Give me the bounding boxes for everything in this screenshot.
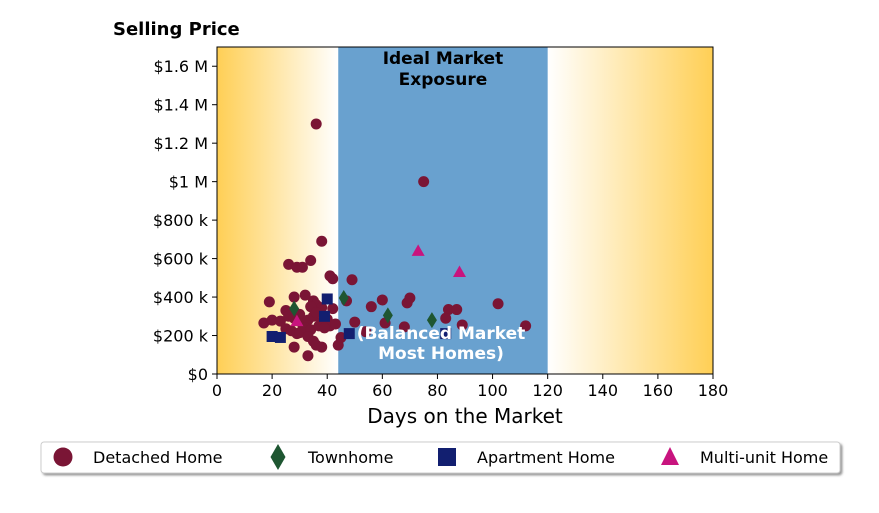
circle-point xyxy=(299,289,311,301)
circle-point xyxy=(398,321,410,333)
x-tick-label: 160 xyxy=(643,381,674,400)
legend-marker xyxy=(438,448,456,466)
triangle-point xyxy=(411,244,425,256)
y-tick-label: $200 k xyxy=(153,327,209,346)
circle-point xyxy=(296,261,308,273)
x-tick-label: 40 xyxy=(317,381,337,400)
circle-point xyxy=(263,296,275,308)
series-detached-home xyxy=(258,118,532,362)
x-axis-label: Days on the Market xyxy=(367,404,563,428)
square-point xyxy=(343,328,355,340)
circle-point xyxy=(258,317,270,329)
diamond-point xyxy=(382,307,393,324)
y-tick-label: $1.6 M xyxy=(153,57,208,76)
square-point xyxy=(274,331,286,343)
circle-point xyxy=(492,298,504,310)
legend-marker xyxy=(661,447,679,465)
circle-point xyxy=(520,320,532,332)
circle-point xyxy=(442,304,454,316)
circle-point xyxy=(418,176,430,188)
circle-point xyxy=(360,326,372,338)
x-tick-label: 100 xyxy=(477,381,508,400)
circle-point xyxy=(310,306,322,318)
series-multi-unit-home xyxy=(290,244,466,327)
circle-point xyxy=(349,316,361,328)
y-tick-label: $1.2 M xyxy=(153,134,208,153)
band-top-label-line: Exposure xyxy=(399,70,488,90)
legend-label: Townhome xyxy=(307,448,393,467)
band-top-label-line: Ideal Market xyxy=(383,49,504,69)
circle-point xyxy=(316,341,328,353)
circle-point xyxy=(327,303,339,315)
square-point xyxy=(266,330,278,342)
circle-point xyxy=(346,274,358,286)
square-point xyxy=(440,328,452,340)
x-tick-label: 180 xyxy=(698,381,729,400)
circle-point xyxy=(283,258,295,270)
circle-point xyxy=(305,255,317,267)
square-point xyxy=(318,310,330,322)
circle-point xyxy=(404,292,416,304)
chart-title: Selling Price xyxy=(113,19,240,40)
legend-marker xyxy=(53,447,73,467)
diamond-point xyxy=(338,290,349,307)
legend-label: Multi-unit Home xyxy=(700,448,828,467)
y-tick-label: $1 M xyxy=(169,173,208,192)
x-tick-label: 20 xyxy=(262,381,282,400)
diamond-point xyxy=(289,300,300,317)
circle-point xyxy=(335,331,347,343)
circle-point xyxy=(456,319,468,331)
circle-point xyxy=(310,118,322,130)
plot-background xyxy=(217,47,713,374)
circle-point xyxy=(451,304,463,316)
circle-point xyxy=(288,341,300,353)
legend: Detached Home Townhome Apartment Home Multi… xyxy=(40,441,841,474)
y-tick-label: $400 k xyxy=(153,288,209,307)
circle-point xyxy=(329,318,341,330)
circle-point xyxy=(266,314,278,326)
circle-point xyxy=(327,273,339,285)
band-bottom-label-line: Most Homes) xyxy=(378,344,504,364)
x-tick-label: 80 xyxy=(427,381,447,400)
y-tick-label: $800 k xyxy=(153,211,209,230)
gradient-right xyxy=(547,47,713,374)
legend-marker xyxy=(270,444,286,470)
circle-point xyxy=(274,315,286,327)
plot-frame xyxy=(216,46,714,375)
x-tick-label: 60 xyxy=(372,381,392,400)
y-tick-label: $600 k xyxy=(153,250,209,269)
y-tick-label: $1.4 M xyxy=(153,96,208,115)
square-point xyxy=(321,293,333,305)
circle-point xyxy=(365,301,377,313)
axes: 0 20 40 60 80 100 120 140 160 180 $0 $200 k $400 k $6… xyxy=(153,46,729,400)
legend-label: Detached Home xyxy=(93,448,223,467)
circle-point xyxy=(316,235,328,247)
data-points xyxy=(258,118,532,362)
x-tick-label: 120 xyxy=(532,381,563,400)
circle-point xyxy=(288,291,300,303)
y-tick-label: $0 xyxy=(188,365,208,384)
diamond-point xyxy=(426,312,437,329)
series-apartment-home xyxy=(266,293,452,343)
series-townhome xyxy=(289,290,437,329)
x-tick-label: 0 xyxy=(212,381,222,400)
band-bottom-label-line: (Balanced Market xyxy=(357,324,526,344)
triangle-point xyxy=(290,314,304,327)
legend-label: Apartment Home xyxy=(477,448,615,467)
triangle-point xyxy=(452,265,466,278)
circle-point xyxy=(376,294,388,306)
circle-point xyxy=(302,350,314,362)
circle-point xyxy=(318,322,330,334)
x-tick-label: 140 xyxy=(588,381,619,400)
circle-point xyxy=(440,312,452,324)
